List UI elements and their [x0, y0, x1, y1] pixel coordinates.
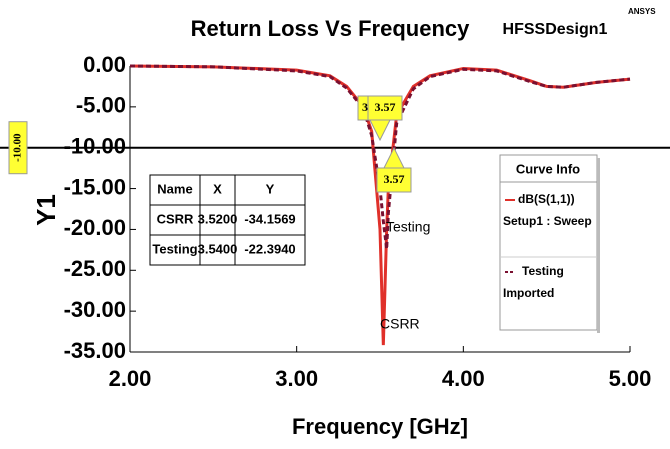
- chart-title: Return Loss Vs Frequency: [191, 16, 471, 41]
- table-cell: 3.5200: [198, 211, 238, 226]
- y-tick-label: -20.00: [64, 215, 126, 240]
- x-tick-label: 4.00: [442, 366, 485, 391]
- y-tick-label: -25.00: [64, 256, 126, 281]
- table-cell: Name: [157, 181, 192, 196]
- legend-shadow: [597, 158, 600, 333]
- y-tick-label: -15.00: [64, 174, 126, 199]
- table-box: [149, 174, 306, 266]
- y-axis-label: Y1: [31, 194, 61, 226]
- legend-box: [499, 154, 598, 331]
- y-tick-label: -5.00: [76, 93, 126, 118]
- legend-source: Setup1 : Sweep: [503, 214, 592, 228]
- table-cell: 3.5400: [198, 241, 238, 256]
- table-cell: X: [213, 181, 222, 196]
- curve-label: Testing: [386, 219, 430, 235]
- design-name: HFSSDesign1: [503, 21, 608, 38]
- marker-box: [367, 95, 403, 121]
- legend-label: Testing: [522, 264, 564, 278]
- table-cell: -22.3940: [244, 241, 295, 256]
- x-tick-label: 3.00: [275, 366, 318, 391]
- series-line: [129, 64, 631, 250]
- marker-label: 3.57: [375, 100, 396, 114]
- y-tick-label: -10.00: [64, 134, 126, 159]
- y-tick-label: -30.00: [64, 297, 126, 322]
- y-tick-label: 0.00: [83, 52, 126, 77]
- table-cell: Testing: [152, 241, 197, 256]
- marker-box: [376, 167, 412, 193]
- brand: ANSYS: [628, 7, 656, 16]
- marker-label: 3: [362, 100, 368, 114]
- marker-arrow: [383, 146, 405, 169]
- x-tick-label: 2.00: [109, 366, 152, 391]
- legend-label: dB(S(1,1)): [518, 192, 575, 206]
- x-axis-label: Frequency [GHz]: [292, 414, 468, 439]
- legend-title: Curve Info: [516, 161, 580, 176]
- x-tick-label: 5.00: [609, 366, 652, 391]
- table-cell: -34.1569: [244, 211, 295, 226]
- y-tick-label: -35.00: [64, 338, 126, 363]
- reference-label-box: [8, 121, 28, 175]
- table-cell: CSRR: [157, 211, 194, 226]
- reference-label: -10.00: [12, 133, 24, 162]
- legend-source: Imported: [503, 286, 554, 300]
- curve-label: CSRR: [380, 316, 420, 332]
- marker-label: 3.57: [384, 172, 405, 186]
- table-cell: Y: [266, 181, 275, 196]
